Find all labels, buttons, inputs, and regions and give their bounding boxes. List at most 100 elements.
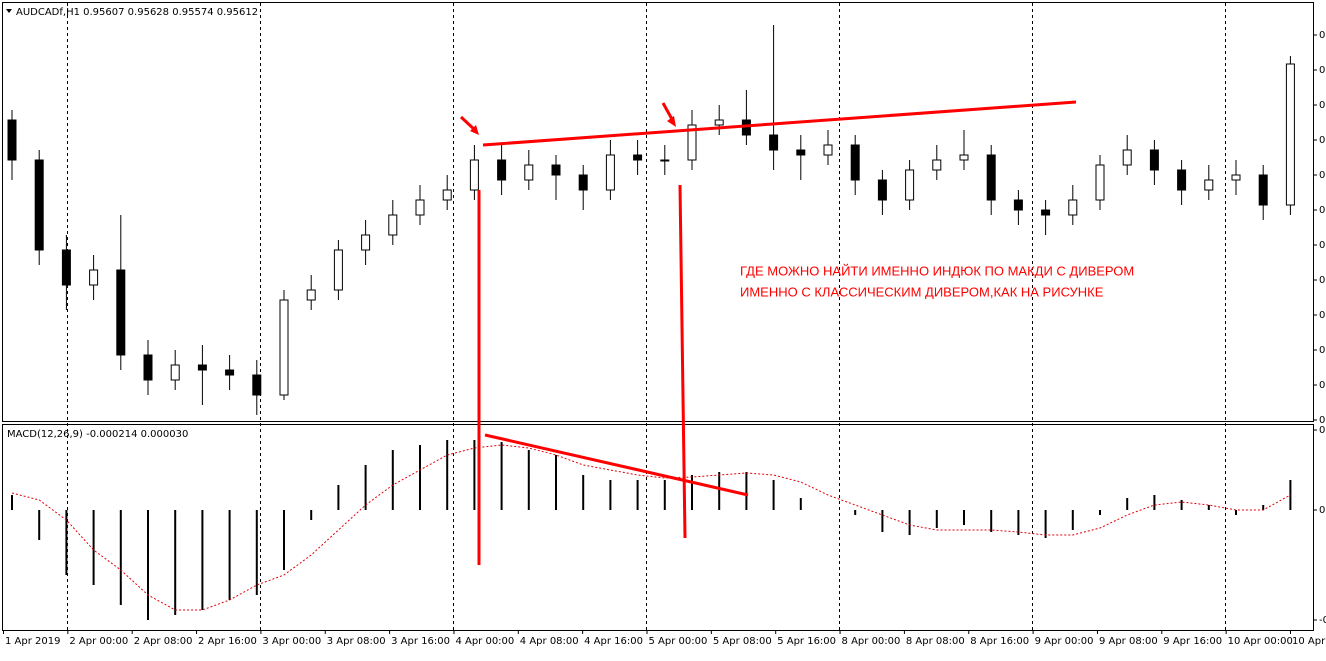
- candle-body: [1177, 169, 1187, 191]
- x-tick-label: 3 Apr 08:00: [327, 636, 386, 647]
- candle-body: [252, 374, 262, 396]
- candle-body: [905, 169, 915, 201]
- candle-body: [551, 164, 561, 176]
- x-tick-label: 3 Apr 00:00: [262, 636, 321, 647]
- candle-body: [306, 289, 316, 301]
- marks: [7, 25, 1295, 620]
- candle-body: [605, 154, 615, 191]
- candle-body: [986, 154, 996, 201]
- candle-body: [1068, 199, 1078, 216]
- x-tick-label: 9 Apr 08:00: [1099, 636, 1158, 647]
- x-tick-label: 9 Apr 16:00: [1163, 636, 1222, 647]
- x-tick-label: 8 Apr 00:00: [842, 636, 901, 647]
- y-tick-label: 0: [1319, 100, 1325, 111]
- candle-body: [578, 174, 588, 191]
- x-tick-label: 10 Apr 00:00: [1228, 636, 1293, 647]
- x-tick-label: 4 Apr 08:00: [520, 636, 579, 647]
- macd-trend-line: [484, 433, 749, 497]
- y-tick-label: 0: [1319, 135, 1325, 146]
- candle-body: [279, 299, 289, 396]
- annotation-text: ИМЕННО С КЛАССИЧЕСКИМ ДИВЕРОМ,КАК НА РИС…: [740, 284, 1104, 299]
- x-tick-label: 4 Apr 16:00: [584, 636, 643, 647]
- y-tick-label: 0: [1319, 345, 1325, 356]
- candle-body: [823, 144, 833, 156]
- candle-body: [361, 234, 371, 251]
- candle-body: [61, 249, 71, 286]
- candle-body: [89, 269, 99, 286]
- x-tick-label: 2 Apr 00:00: [69, 636, 128, 647]
- x-tick-label: 5 Apr 16:00: [777, 636, 836, 647]
- y2-tick-label: -0: [1319, 615, 1326, 626]
- indicator-title: MACD(12,26,9) -0.000214 0.000030: [7, 429, 188, 440]
- arrow-head: [667, 116, 676, 127]
- candle-body: [34, 159, 44, 251]
- candle-body: [497, 159, 507, 181]
- signal-line: [11, 444, 1291, 611]
- candle-body: [415, 199, 425, 216]
- x-tick-label: 10 Apr 08:00: [1292, 636, 1326, 647]
- candle-body: [524, 164, 534, 181]
- y-tick-label: 0: [1319, 205, 1325, 216]
- candle-body: [170, 364, 180, 381]
- y2-tick-label: 0: [1319, 425, 1325, 436]
- x-tick-label: 8 Apr 08:00: [906, 636, 965, 647]
- x-tick-label: 3 Apr 16:00: [391, 636, 450, 647]
- macd-pane: [2, 424, 1314, 631]
- candle-body: [1013, 199, 1023, 211]
- y-tick-label: 0: [1319, 380, 1325, 391]
- y-tick-label: 0: [1319, 310, 1325, 321]
- y-tick-label: 0: [1319, 240, 1325, 251]
- x-tick-label: 1 Apr 2019: [5, 636, 60, 647]
- candle-body: [197, 364, 207, 371]
- chart-title: AUDCADf,H1 0.95607 0.95628 0.95574 0.956…: [16, 7, 258, 18]
- candle-body: [660, 159, 670, 162]
- candle-body: [633, 154, 643, 161]
- candle-body: [769, 134, 779, 151]
- price-pane: [2, 2, 1314, 422]
- candle-body: [116, 269, 126, 356]
- y-tick-label: 0: [1319, 65, 1325, 76]
- candle-body: [225, 369, 235, 376]
- candle-body: [1149, 149, 1159, 171]
- menu-triangle[interactable]: [6, 9, 12, 13]
- y-tick-label: 0: [1319, 30, 1325, 41]
- x-tick-label: 2 Apr 08:00: [134, 636, 193, 647]
- y-tick-label: 0: [1319, 415, 1325, 426]
- candle-body: [1122, 149, 1132, 166]
- x-tick-label: 5 Apr 08:00: [713, 636, 772, 647]
- candle-body: [959, 154, 969, 161]
- candle-body: [932, 159, 942, 171]
- candle-body: [469, 159, 479, 191]
- x-tick-label: 2 Apr 16:00: [198, 636, 257, 647]
- candle-body: [7, 119, 17, 161]
- candle-body: [442, 189, 452, 201]
- annotation-text: ГДЕ МОЖНО НАЙТИ ИМЕННО ИНДЮК ПО МАКДИ С …: [740, 263, 1134, 278]
- x-tick-label: 8 Apr 16:00: [970, 636, 1029, 647]
- candle-body: [333, 249, 343, 291]
- day-separators: [67, 3, 1226, 630]
- trend-line: [482, 100, 1077, 147]
- annotations: [459, 100, 1077, 565]
- candle-body: [1285, 63, 1295, 206]
- candle-body: [877, 179, 887, 201]
- x-tick-label: 5 Apr 00:00: [649, 636, 708, 647]
- x-tick-label: 9 Apr 00:00: [1035, 636, 1094, 647]
- x-tick-label: 4 Apr 00:00: [455, 636, 514, 647]
- y-tick-label: 0: [1319, 275, 1325, 286]
- candle-body: [1231, 174, 1241, 181]
- candle-body: [388, 214, 398, 236]
- candle-body: [687, 124, 697, 161]
- candle-body: [1204, 179, 1214, 191]
- y2-tick-label: 0: [1319, 505, 1325, 516]
- arrow-head: [470, 125, 479, 135]
- candle-body: [1041, 209, 1051, 216]
- candle-body: [1095, 164, 1105, 201]
- candle-body: [1258, 174, 1268, 206]
- candle-body: [850, 144, 860, 181]
- candle-body: [143, 354, 153, 381]
- y-tick-label: 0: [1319, 170, 1325, 181]
- candle-body: [714, 119, 724, 126]
- candle-body: [796, 149, 806, 156]
